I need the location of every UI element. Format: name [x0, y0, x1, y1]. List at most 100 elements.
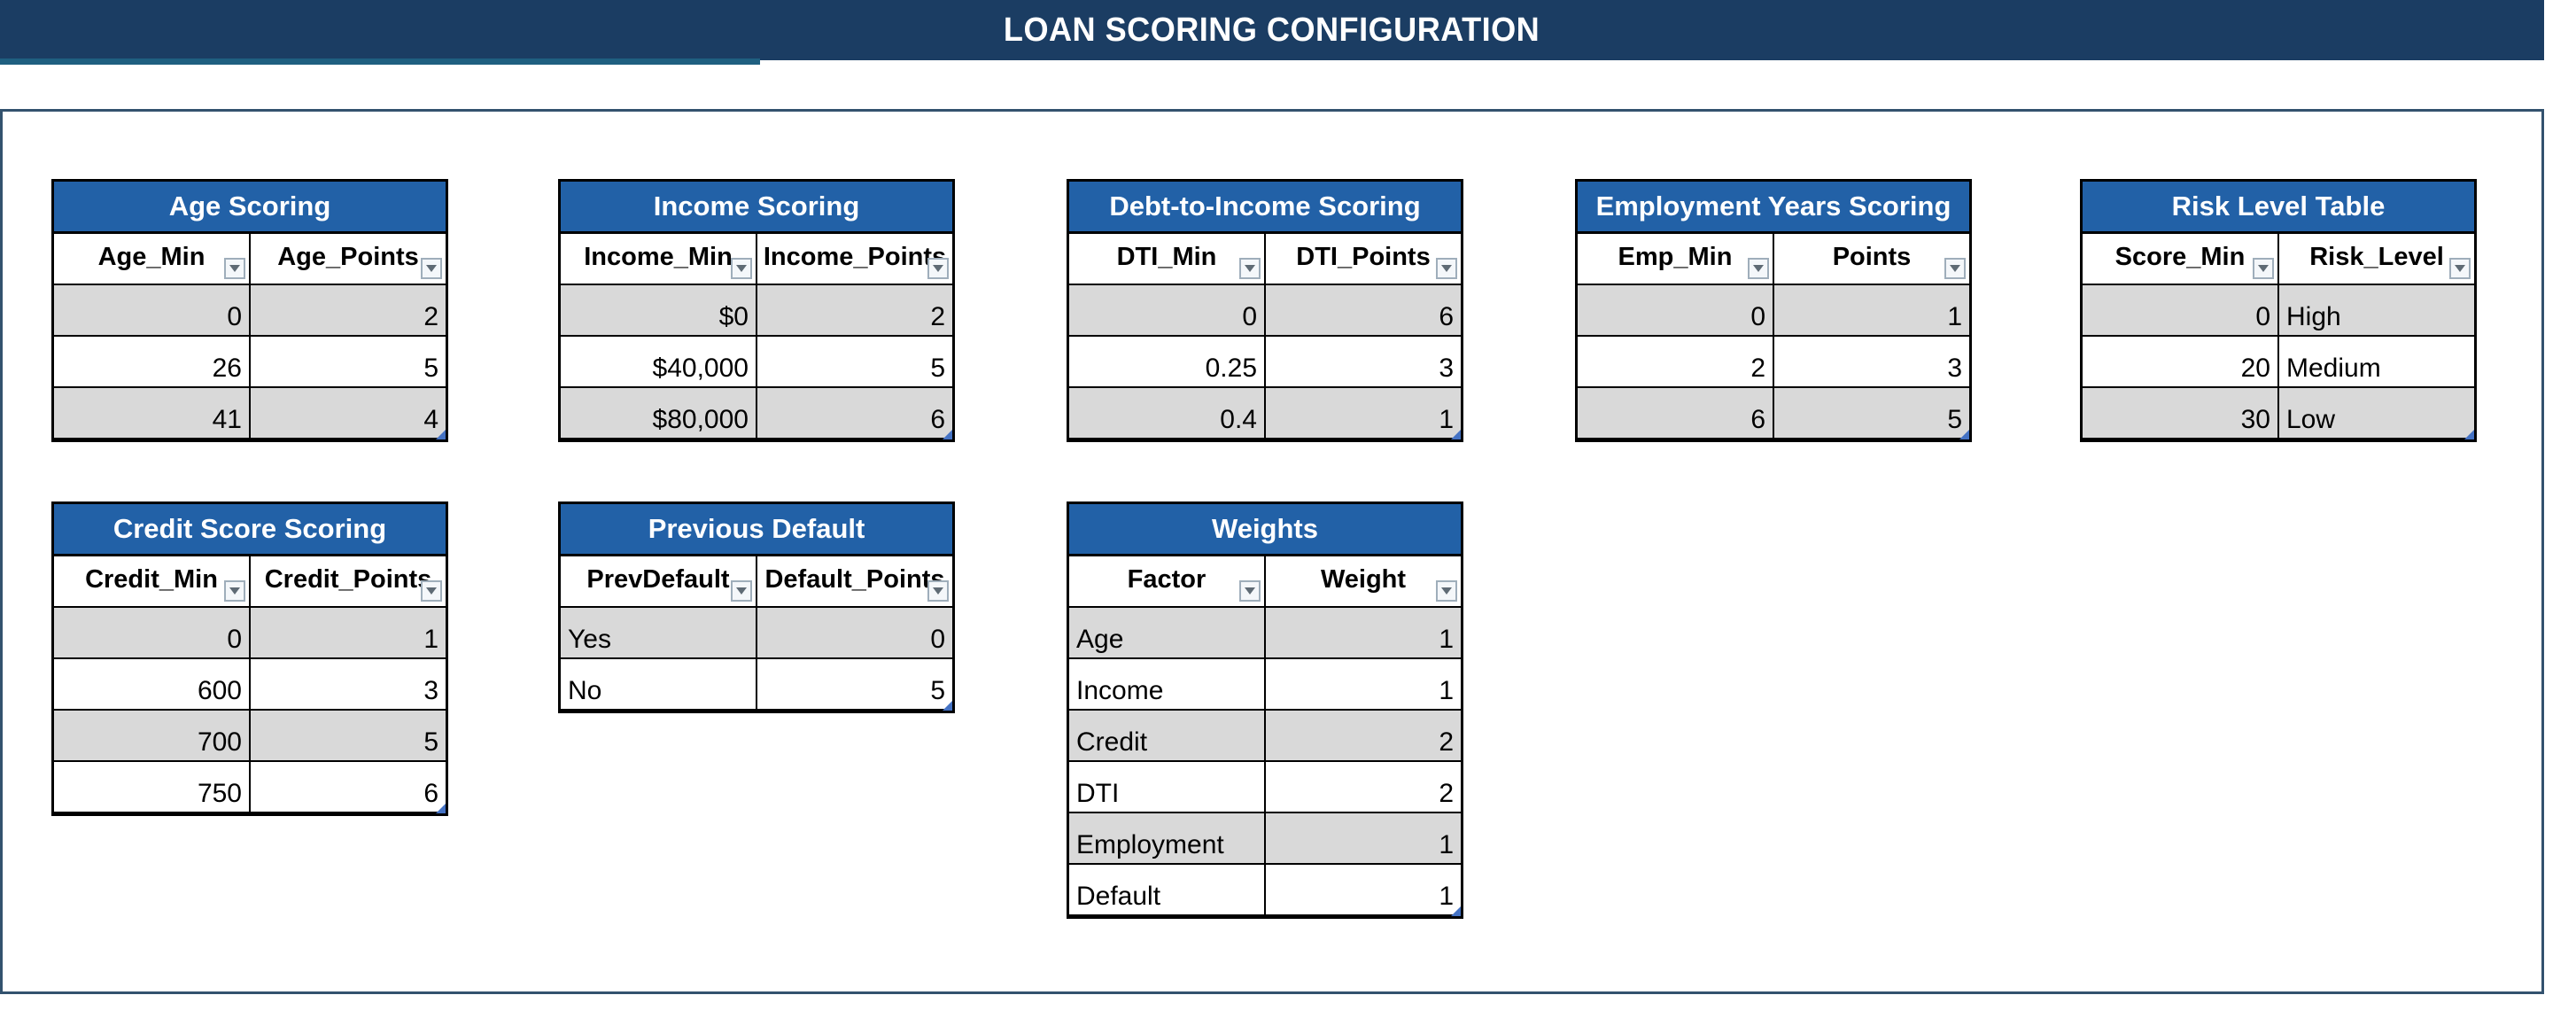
table-cell[interactable]: 0	[1578, 285, 1774, 335]
filter-button[interactable]	[2253, 258, 2274, 279]
column-header[interactable]: DTI_Min	[1069, 234, 1266, 284]
table-cell[interactable]: 1	[1439, 405, 1454, 434]
filter-button[interactable]	[731, 258, 752, 279]
column-header[interactable]: Weight	[1266, 556, 1461, 606]
column-header[interactable]: Points	[1774, 234, 1969, 284]
filter-button[interactable]	[2449, 258, 2471, 279]
table-cell[interactable]: 3	[1439, 354, 1454, 383]
table-cell[interactable]: 30	[2083, 388, 2279, 438]
table-cell[interactable]: $80,000	[561, 388, 757, 438]
table-cell[interactable]: $0	[561, 285, 757, 335]
table-cell[interactable]: 2	[423, 302, 438, 331]
table-title-cell[interactable]: Previous Default	[561, 504, 952, 556]
table-cell[interactable]: $40,000	[561, 337, 757, 386]
column-header[interactable]: DTI_Points	[1266, 234, 1461, 284]
column-header[interactable]: Credit_Min	[54, 556, 251, 606]
table-cell[interactable]: High	[2286, 302, 2341, 331]
table-cell[interactable]: 26	[54, 337, 251, 386]
table-cell[interactable]: 0	[54, 608, 251, 657]
table-cell[interactable]: 0.4	[1069, 388, 1266, 438]
table-cell[interactable]: 0	[2083, 285, 2279, 335]
filter-button[interactable]	[1748, 258, 1769, 279]
table-resize-handle[interactable]	[943, 430, 952, 439]
table-cell[interactable]: 3	[1947, 354, 1962, 383]
table-cell[interactable]: 2	[930, 302, 945, 331]
table-cell[interactable]: 5	[930, 354, 945, 383]
table-cell[interactable]: 2	[1439, 727, 1454, 757]
table-title-cell[interactable]: Credit Score Scoring	[54, 504, 446, 556]
table-cell[interactable]: Income	[1069, 659, 1266, 709]
table-cell[interactable]: Employment	[1069, 813, 1266, 863]
column-header[interactable]: Age_Min	[54, 234, 251, 284]
table-cell[interactable]: 0.25	[1069, 337, 1266, 386]
table-title-cell[interactable]: Employment Years Scoring	[1578, 182, 1969, 234]
filter-button[interactable]	[224, 580, 245, 602]
column-header[interactable]: Emp_Min	[1578, 234, 1774, 284]
table-title-cell[interactable]: Income Scoring	[561, 182, 952, 234]
table-resize-handle[interactable]	[1959, 430, 1969, 439]
table-title-cell[interactable]: Debt-to-Income Scoring	[1069, 182, 1461, 234]
table-cell[interactable]: No	[561, 659, 757, 709]
filter-button[interactable]	[1239, 258, 1261, 279]
table-cell[interactable]: Yes	[561, 608, 757, 657]
filter-button[interactable]	[224, 258, 245, 279]
table-resize-handle[interactable]	[1451, 430, 1461, 439]
table-resize-handle[interactable]	[436, 430, 446, 439]
filter-button[interactable]	[927, 258, 949, 279]
table-cell[interactable]: 1	[1439, 882, 1454, 911]
table-cell[interactable]: DTI	[1069, 762, 1266, 812]
table-cell[interactable]: Low	[2286, 405, 2336, 434]
table-cell[interactable]: 600	[54, 659, 251, 709]
table-cell[interactable]: Default	[1069, 865, 1266, 914]
table-resize-handle[interactable]	[2464, 430, 2474, 439]
filter-button[interactable]	[1239, 580, 1261, 602]
table-cell[interactable]: Credit	[1069, 711, 1266, 760]
table-cell[interactable]: 750	[54, 762, 251, 812]
table-title-cell[interactable]: Weights	[1069, 504, 1461, 556]
column-header[interactable]: Default_Points	[757, 556, 952, 606]
table-cell[interactable]: 41	[54, 388, 251, 438]
table-cell[interactable]: 0	[930, 625, 945, 654]
table-cell[interactable]: 1	[423, 625, 438, 654]
column-header[interactable]: Risk_Level	[2279, 234, 2474, 284]
table-cell[interactable]: 700	[54, 711, 251, 760]
column-header[interactable]: PrevDefault	[561, 556, 757, 606]
table-cell[interactable]: 6	[423, 779, 438, 808]
filter-button[interactable]	[421, 580, 442, 602]
table-title-cell[interactable]: Risk Level Table	[2083, 182, 2474, 234]
filter-button[interactable]	[927, 580, 949, 602]
table-cell[interactable]: 6	[1439, 302, 1454, 331]
table-title-cell[interactable]: Age Scoring	[54, 182, 446, 234]
table-cell[interactable]: 3	[423, 676, 438, 705]
table-cell[interactable]: 1	[1439, 625, 1454, 654]
table-cell[interactable]: Medium	[2286, 354, 2381, 383]
table-cell[interactable]: Age	[1069, 608, 1266, 657]
table-resize-handle[interactable]	[436, 804, 446, 813]
table-cell[interactable]: 6	[930, 405, 945, 434]
table-cell[interactable]: 20	[2083, 337, 2279, 386]
filter-button[interactable]	[1436, 258, 1457, 279]
table-cell[interactable]: 4	[423, 405, 438, 434]
column-header[interactable]: Income_Points	[757, 234, 952, 284]
filter-button[interactable]	[1436, 580, 1457, 602]
table-cell[interactable]: 5	[1947, 405, 1962, 434]
filter-button[interactable]	[421, 258, 442, 279]
table-cell[interactable]: 2	[1439, 779, 1454, 808]
table-resize-handle[interactable]	[943, 701, 952, 711]
table-cell[interactable]: 0	[54, 285, 251, 335]
column-header[interactable]: Factor	[1069, 556, 1266, 606]
table-cell[interactable]: 5	[930, 676, 945, 705]
table-cell[interactable]: 1	[1439, 830, 1454, 859]
column-header[interactable]: Income_Min	[561, 234, 757, 284]
table-cell[interactable]: 1	[1439, 676, 1454, 705]
column-header[interactable]: Credit_Points	[251, 556, 446, 606]
table-cell[interactable]: 5	[423, 354, 438, 383]
column-header[interactable]: Score_Min	[2083, 234, 2279, 284]
filter-button[interactable]	[731, 580, 752, 602]
table-cell[interactable]: 2	[1578, 337, 1774, 386]
table-cell[interactable]: 0	[1069, 285, 1266, 335]
table-cell[interactable]: 5	[423, 727, 438, 757]
filter-button[interactable]	[1944, 258, 1966, 279]
table-resize-handle[interactable]	[1451, 906, 1461, 916]
table-cell[interactable]: 1	[1947, 302, 1962, 331]
